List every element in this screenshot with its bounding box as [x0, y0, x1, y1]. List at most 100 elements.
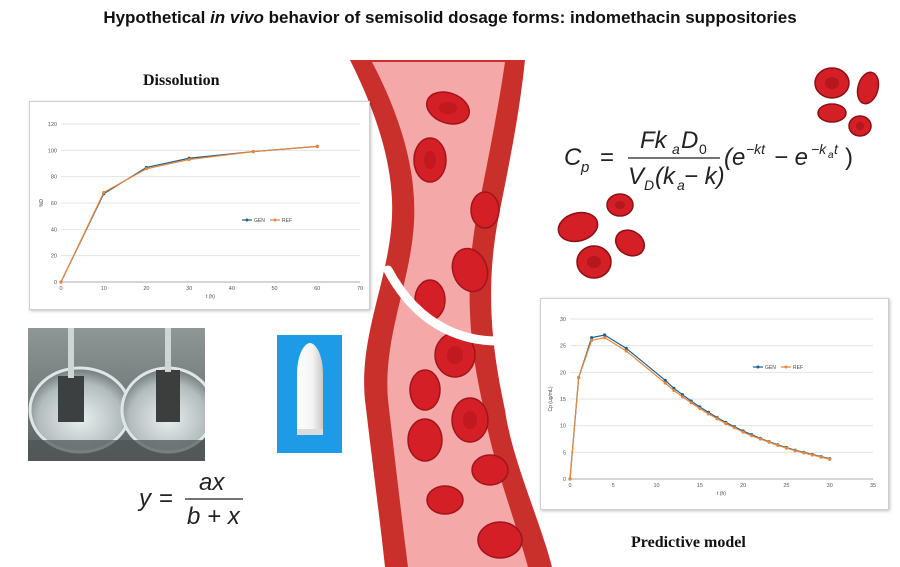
legend-label-ref: REF	[282, 218, 292, 224]
y-axis-label: %D	[39, 199, 45, 207]
cp-exp2-sub: a	[828, 150, 834, 161]
cp-exp2-t: t	[834, 141, 839, 157]
cp-num: Fk	[640, 127, 669, 154]
cp-close: )	[845, 144, 853, 171]
x-tick-label: 50	[272, 286, 278, 292]
data-point-ref	[624, 349, 628, 353]
cp-num-d: D	[681, 127, 698, 154]
white-arrow	[383, 265, 517, 346]
cp-den-ka-sub: a	[677, 177, 685, 193]
data-point-ref	[741, 430, 745, 434]
data-point-ref	[706, 412, 711, 416]
x-tick-label: 25	[783, 483, 789, 489]
data-point-ref	[784, 446, 789, 450]
data-point-gen	[590, 336, 594, 340]
data-point-ref	[59, 280, 63, 284]
cp-num-d-sub: 0	[699, 141, 707, 157]
floating-blood-cells	[557, 67, 880, 279]
x-tick-label: 10	[654, 483, 660, 489]
x-tick-label: 5	[612, 483, 615, 489]
data-point-ref	[758, 437, 763, 441]
cp-formula: C p = Fk a D 0 V D (k a − k) (e −kt − e …	[564, 127, 853, 193]
data-point-ref	[315, 144, 319, 148]
cp-den-sub: D	[644, 177, 654, 193]
legend-marker-gen	[756, 365, 760, 369]
data-point-ref	[819, 455, 823, 459]
y-tick-label: 20	[51, 254, 57, 260]
data-point-ref	[603, 336, 607, 340]
apparatus-drawing	[28, 328, 205, 461]
y-den: b + x	[187, 503, 241, 530]
y-tick-label: 10	[560, 424, 566, 430]
x-tick-label: 0	[59, 286, 62, 292]
cp-den-paren: (k	[655, 163, 677, 190]
data-point-ref	[724, 421, 728, 426]
cp-num-sub: a	[672, 141, 680, 157]
data-point-ref	[590, 338, 594, 342]
x-tick-label: 15	[697, 483, 703, 489]
x-tick-label: 70	[357, 286, 363, 292]
y-tick-label: 0	[54, 280, 57, 286]
series-line-ref	[60, 145, 318, 283]
y-tick-label: 5	[563, 450, 566, 456]
legend-label-gen: GEN	[765, 365, 776, 371]
cp-exp2: −k	[811, 141, 827, 157]
suppository-image	[277, 335, 342, 453]
predictive-model-label: Predictive model	[631, 534, 746, 551]
y-tick-label: 80	[51, 175, 57, 181]
legend-label-ref: REF	[793, 365, 803, 371]
figure-title: Hypothetical in vivo behavior of semisol…	[0, 8, 900, 28]
data-point-ref	[187, 157, 191, 162]
dissolution-label: Dissolution	[143, 72, 220, 89]
y-tick-label: 25	[560, 344, 566, 350]
title-suffix: behavior of semisolid dosage forms: indo…	[263, 8, 797, 27]
cp-den: V	[628, 163, 646, 190]
y-tick-label: 120	[48, 122, 57, 128]
data-point-gen	[624, 346, 628, 350]
x-tick-label: 20	[143, 286, 149, 292]
x-axis-label: t (h)	[206, 294, 215, 300]
dissolution-chart: 0 20 40 60 80 100 120 0 10 20 30 40 50 60 70 t (h) %D GEN…	[39, 122, 363, 300]
data-point-ref	[810, 453, 814, 457]
cp-minus-e: − e	[774, 144, 808, 171]
data-point-ref	[732, 426, 737, 430]
legend-marker-ref	[784, 365, 788, 369]
dissolution-chart-panel: 0 20 40 60 80 100 120 0 10 20 30 40 50 60 70 t (h) %D GEN…	[29, 101, 370, 310]
data-point-ref	[577, 376, 581, 380]
data-point-ref	[767, 440, 771, 444]
data-point-gen	[603, 333, 607, 337]
data-point-ref	[663, 381, 667, 385]
data-point-ref	[802, 451, 806, 455]
x-axis-label: t (h)	[717, 491, 726, 497]
legend-label-gen: GEN	[254, 218, 265, 224]
predictive-model-chart: 0 5 10 15 20 25 30 0 5 10 15 20 25 30 35 t (h) Cp (ug/mL…	[548, 317, 876, 497]
data-point-ref	[793, 449, 797, 453]
arrow-head	[500, 320, 530, 358]
inner-cell-highlights	[424, 102, 477, 429]
data-point-ref	[102, 190, 106, 195]
dissolution-apparatus-photo	[28, 328, 205, 461]
y-lhs: y	[137, 485, 153, 512]
data-point-gen	[663, 378, 667, 382]
x-tick-label: 35	[870, 483, 876, 489]
x-tick-label: 10	[101, 286, 107, 292]
x-tick-label: 30	[186, 286, 192, 292]
series-line-gen	[60, 145, 318, 283]
data-point-ref	[672, 388, 676, 393]
data-point-ref	[568, 477, 572, 481]
y-tick-label: 15	[560, 397, 566, 403]
predictive-chart-panel: 0 5 10 15 20 25 30 0 5 10 15 20 25 30 35 t (h) Cp (ug/mL…	[540, 298, 889, 510]
legend-marker-gen	[245, 218, 249, 222]
cp-den-rest: − k)	[684, 163, 725, 190]
data-point-ref	[776, 443, 780, 447]
x-tick-label: 60	[314, 286, 320, 292]
y-tick-label: 20	[560, 370, 566, 376]
y-formula: y = ax b + x	[137, 469, 243, 530]
data-point-ref	[750, 434, 754, 438]
cp-lhs: C	[564, 144, 582, 171]
y-tick-label: 30	[560, 317, 566, 323]
data-point-ref	[144, 167, 149, 171]
y-eq: =	[159, 485, 173, 512]
y-axis-label: Cp (ug/mL)	[548, 386, 554, 411]
data-point-ref	[715, 417, 719, 421]
